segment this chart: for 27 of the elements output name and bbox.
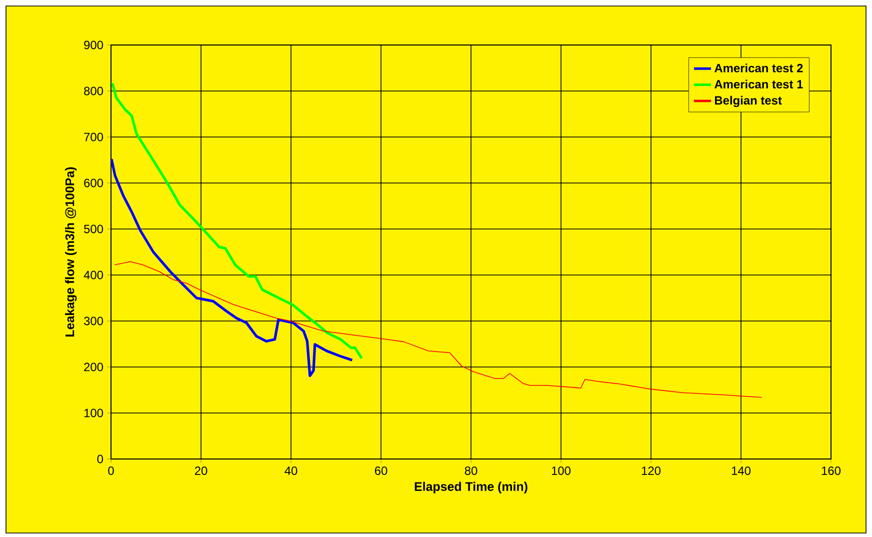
- x-tick-label: 0: [108, 466, 114, 475]
- x-tick-label: 40: [284, 466, 298, 475]
- y-tick-label: 500: [84, 224, 104, 234]
- legend-label: Belgian test: [714, 96, 782, 108]
- y-tick-label: 0: [97, 454, 104, 464]
- y-tick-label: 600: [84, 178, 104, 188]
- y-tick-label: 200: [84, 362, 104, 372]
- y-tick-label: 300: [84, 316, 104, 326]
- y-axis-title: Leakage flow (m3/h @100Pa): [65, 167, 77, 336]
- legend-label: American test 2: [714, 64, 803, 72]
- x-tick-label: 20: [194, 466, 208, 475]
- x-axis-title: Elapsed Time (min): [414, 482, 528, 494]
- x-tick-label: 60: [374, 466, 388, 475]
- line-series: [111, 158, 354, 378]
- x-tick-label: 100: [552, 466, 571, 475]
- x-tick-label: 160: [822, 466, 841, 475]
- y-tick-label: 700: [84, 132, 104, 142]
- x-tick-label: 80: [464, 466, 478, 475]
- y-tick-label: 800: [84, 86, 104, 96]
- x-tick-label: 140: [732, 466, 751, 475]
- line-series: [111, 82, 363, 360]
- line-series: [114, 261, 762, 398]
- y-tick-label: 900: [84, 40, 104, 50]
- y-tick-label: 400: [84, 270, 104, 280]
- x-tick-label: 120: [642, 466, 661, 475]
- legend-label: American test 1: [714, 80, 803, 88]
- y-tick-label: 100: [84, 408, 104, 418]
